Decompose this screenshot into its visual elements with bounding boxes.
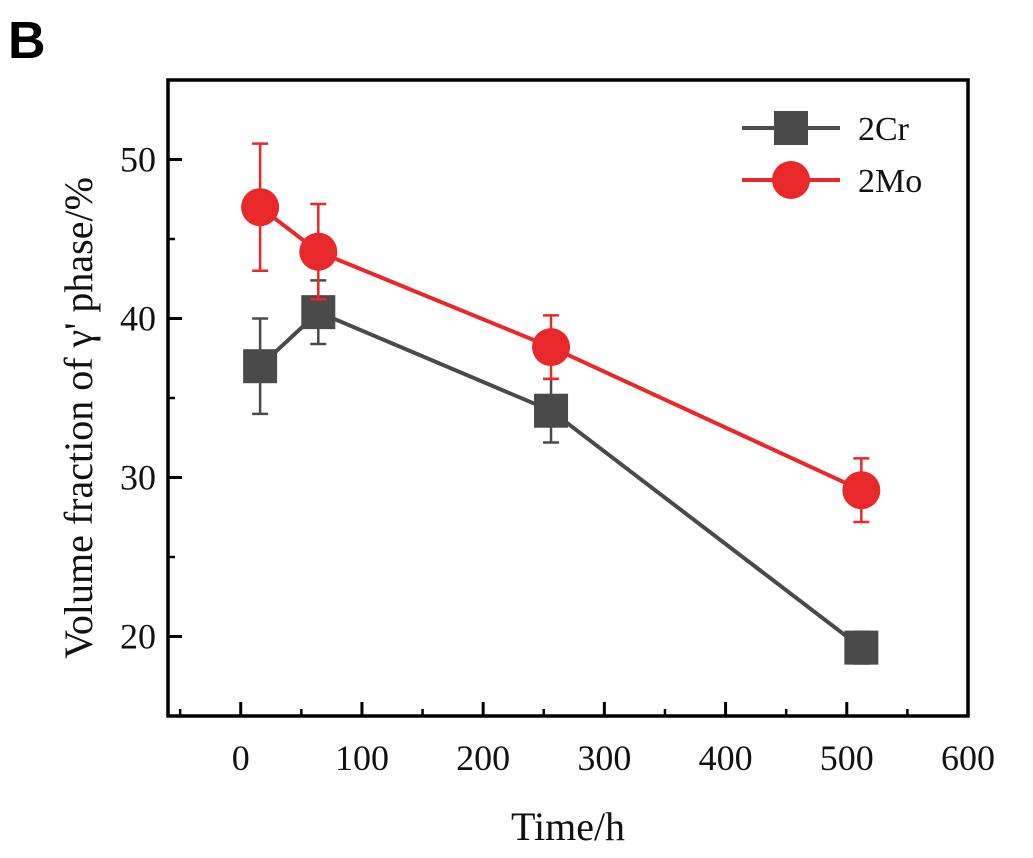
data-point <box>299 232 338 271</box>
x-tick-label: 0 <box>232 738 250 778</box>
legend-marker <box>772 161 810 199</box>
x-tick-label: 600 <box>941 738 995 778</box>
x-tick-label: 100 <box>335 738 389 778</box>
series-line <box>258 309 863 650</box>
y-tick-label: 30 <box>120 458 156 498</box>
series-2Mo <box>241 142 881 524</box>
series-layer <box>241 142 881 665</box>
data-point <box>842 471 881 510</box>
data-point <box>301 295 336 330</box>
legend-marker <box>774 111 808 145</box>
y-tick-label: 20 <box>120 617 156 657</box>
y-tick-label: 50 <box>120 140 156 180</box>
panel-label: B <box>8 12 46 70</box>
x-axis-title: Time/h <box>511 804 625 849</box>
x-tick-label: 300 <box>577 738 631 778</box>
legend-item-2Cr: 2Cr <box>742 111 910 148</box>
x-tick-label: 200 <box>456 738 510 778</box>
data-point <box>243 349 278 384</box>
legend-label: 2Cr <box>858 111 910 148</box>
series-line <box>258 205 863 493</box>
y-tick-label: 40 <box>120 299 156 339</box>
legend-label: 2Mo <box>858 163 922 200</box>
y-axis-ticks: 20 30 40 50 <box>120 140 182 718</box>
data-point <box>532 328 571 367</box>
data-point <box>844 630 879 665</box>
x-tick-label: 400 <box>699 738 753 778</box>
data-point <box>241 188 280 227</box>
data-point <box>534 393 569 428</box>
series-2Cr <box>243 279 879 665</box>
x-tick-label: 500 <box>820 738 874 778</box>
x-axis-ticks: 0 100 200 300 400 500 600 <box>178 702 995 778</box>
legend-item-2Mo: 2Mo <box>742 161 922 200</box>
y-axis-title: Volume fraction of γ' phase/% <box>56 177 101 659</box>
